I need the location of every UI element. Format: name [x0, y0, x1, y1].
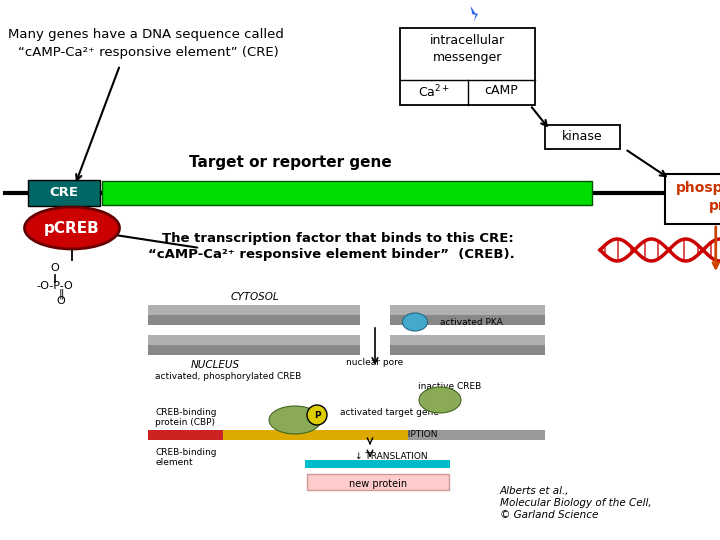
- Ellipse shape: [269, 406, 321, 434]
- Bar: [148, 315, 545, 325]
- Text: intracellular: intracellular: [430, 34, 505, 47]
- Bar: [102, 181, 592, 205]
- Circle shape: [307, 405, 327, 425]
- Text: activated, phosphorylated CREB: activated, phosphorylated CREB: [155, 372, 301, 381]
- Text: Ca$^{2+}$: Ca$^{2+}$: [418, 84, 450, 100]
- Text: O: O: [50, 263, 59, 273]
- Bar: [148, 430, 545, 440]
- Text: Alberts et al.,: Alberts et al.,: [500, 486, 570, 496]
- Text: CREB-binding
protein (CBP): CREB-binding protein (CBP): [155, 408, 217, 427]
- Bar: [223, 430, 408, 440]
- Text: P: P: [314, 410, 320, 420]
- Text: Target or reporter gene: Target or reporter gene: [189, 154, 392, 170]
- Text: ↓ TRANSLATION: ↓ TRANSLATION: [355, 452, 428, 461]
- Text: -O-P-O: -O-P-O: [37, 281, 73, 291]
- Text: ↓ TRANSCRIPTION: ↓ TRANSCRIPTION: [355, 430, 438, 439]
- Text: cAMP: cAMP: [485, 84, 518, 97]
- Bar: [545, 125, 620, 149]
- Ellipse shape: [402, 313, 428, 331]
- Bar: [665, 174, 720, 224]
- Bar: [360, 335, 390, 345]
- Bar: [148, 305, 545, 315]
- Text: CREB-binding
element: CREB-binding element: [155, 448, 217, 468]
- FancyBboxPatch shape: [307, 474, 449, 490]
- Text: ‖: ‖: [58, 289, 64, 299]
- Text: protein: protein: [709, 199, 720, 213]
- Text: The transcription factor that binds to this CRE:: The transcription factor that binds to t…: [162, 232, 514, 245]
- Text: NUCLEUS: NUCLEUS: [190, 360, 240, 370]
- Text: CRE: CRE: [50, 186, 78, 199]
- Text: O: O: [57, 296, 66, 306]
- Bar: [148, 430, 223, 440]
- Text: kinase: kinase: [562, 130, 603, 143]
- Bar: [148, 345, 545, 355]
- Text: Molecular Biology of the Cell,: Molecular Biology of the Cell,: [500, 498, 652, 508]
- Bar: [148, 335, 545, 345]
- Bar: [360, 345, 390, 355]
- Text: activated PKA: activated PKA: [440, 318, 503, 327]
- Bar: [400, 28, 535, 105]
- Text: messenger: messenger: [433, 51, 502, 64]
- Text: activated target gene: activated target gene: [340, 408, 439, 417]
- Text: Many genes have a DNA sequence called: Many genes have a DNA sequence called: [8, 28, 284, 41]
- Bar: [28, 180, 100, 206]
- Polygon shape: [469, 4, 479, 24]
- Text: “cAMP-Ca²⁺ responsive element” (CRE): “cAMP-Ca²⁺ responsive element” (CRE): [18, 46, 279, 59]
- Text: © Garland Science: © Garland Science: [500, 510, 598, 520]
- Text: CYTOSOL: CYTOSOL: [230, 292, 279, 302]
- Text: new protein: new protein: [349, 479, 407, 489]
- Text: inactive CREB: inactive CREB: [418, 382, 481, 391]
- Bar: [360, 315, 390, 325]
- Text: pCREB: pCREB: [44, 220, 100, 235]
- Ellipse shape: [419, 387, 461, 413]
- Bar: [360, 305, 390, 315]
- Bar: [305, 460, 450, 468]
- Text: nuclear pore: nuclear pore: [346, 358, 404, 367]
- Ellipse shape: [24, 207, 120, 249]
- Text: “cAMP-Ca²⁺ responsive element binder”  (CREB).: “cAMP-Ca²⁺ responsive element binder” (C…: [148, 248, 515, 261]
- Text: phosphorylated: phosphorylated: [676, 181, 720, 195]
